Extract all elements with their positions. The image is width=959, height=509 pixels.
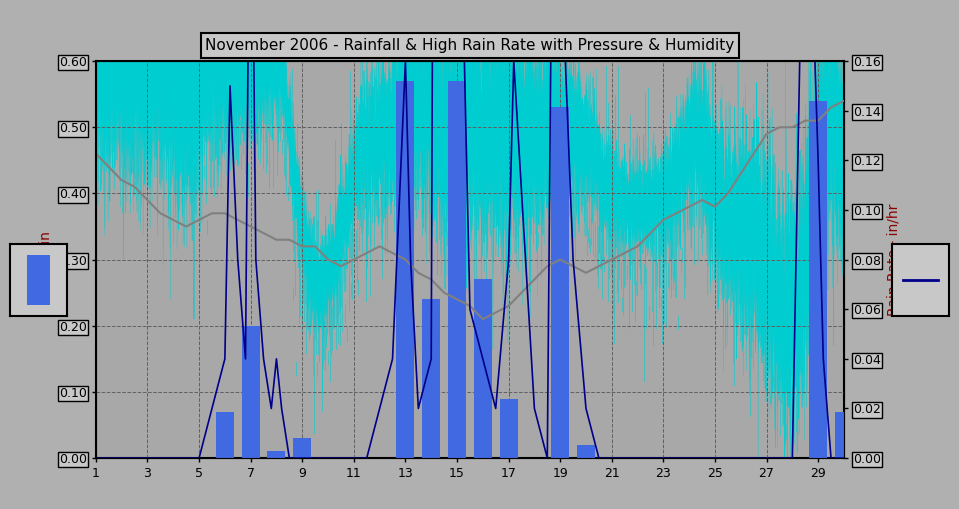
Bar [500,399,518,458]
Bar [835,412,853,458]
Bar [268,451,286,458]
Title: November 2006 - Rainfall & High Rain Rate with Pressure & Humidity: November 2006 - Rainfall & High Rain Rat… [205,38,735,53]
Bar [216,412,234,458]
Bar [474,279,492,458]
Bar [551,107,570,458]
Bar [396,81,414,458]
Bar [448,81,466,458]
Bar [577,445,595,458]
Bar [242,326,260,458]
Y-axis label: Rain Rate - in/hr: Rain Rate - in/hr [886,204,901,316]
Bar [422,299,440,458]
Bar [27,255,50,305]
Bar [809,101,828,458]
Y-axis label: Rain - in: Rain - in [39,231,54,288]
Bar [293,438,312,458]
